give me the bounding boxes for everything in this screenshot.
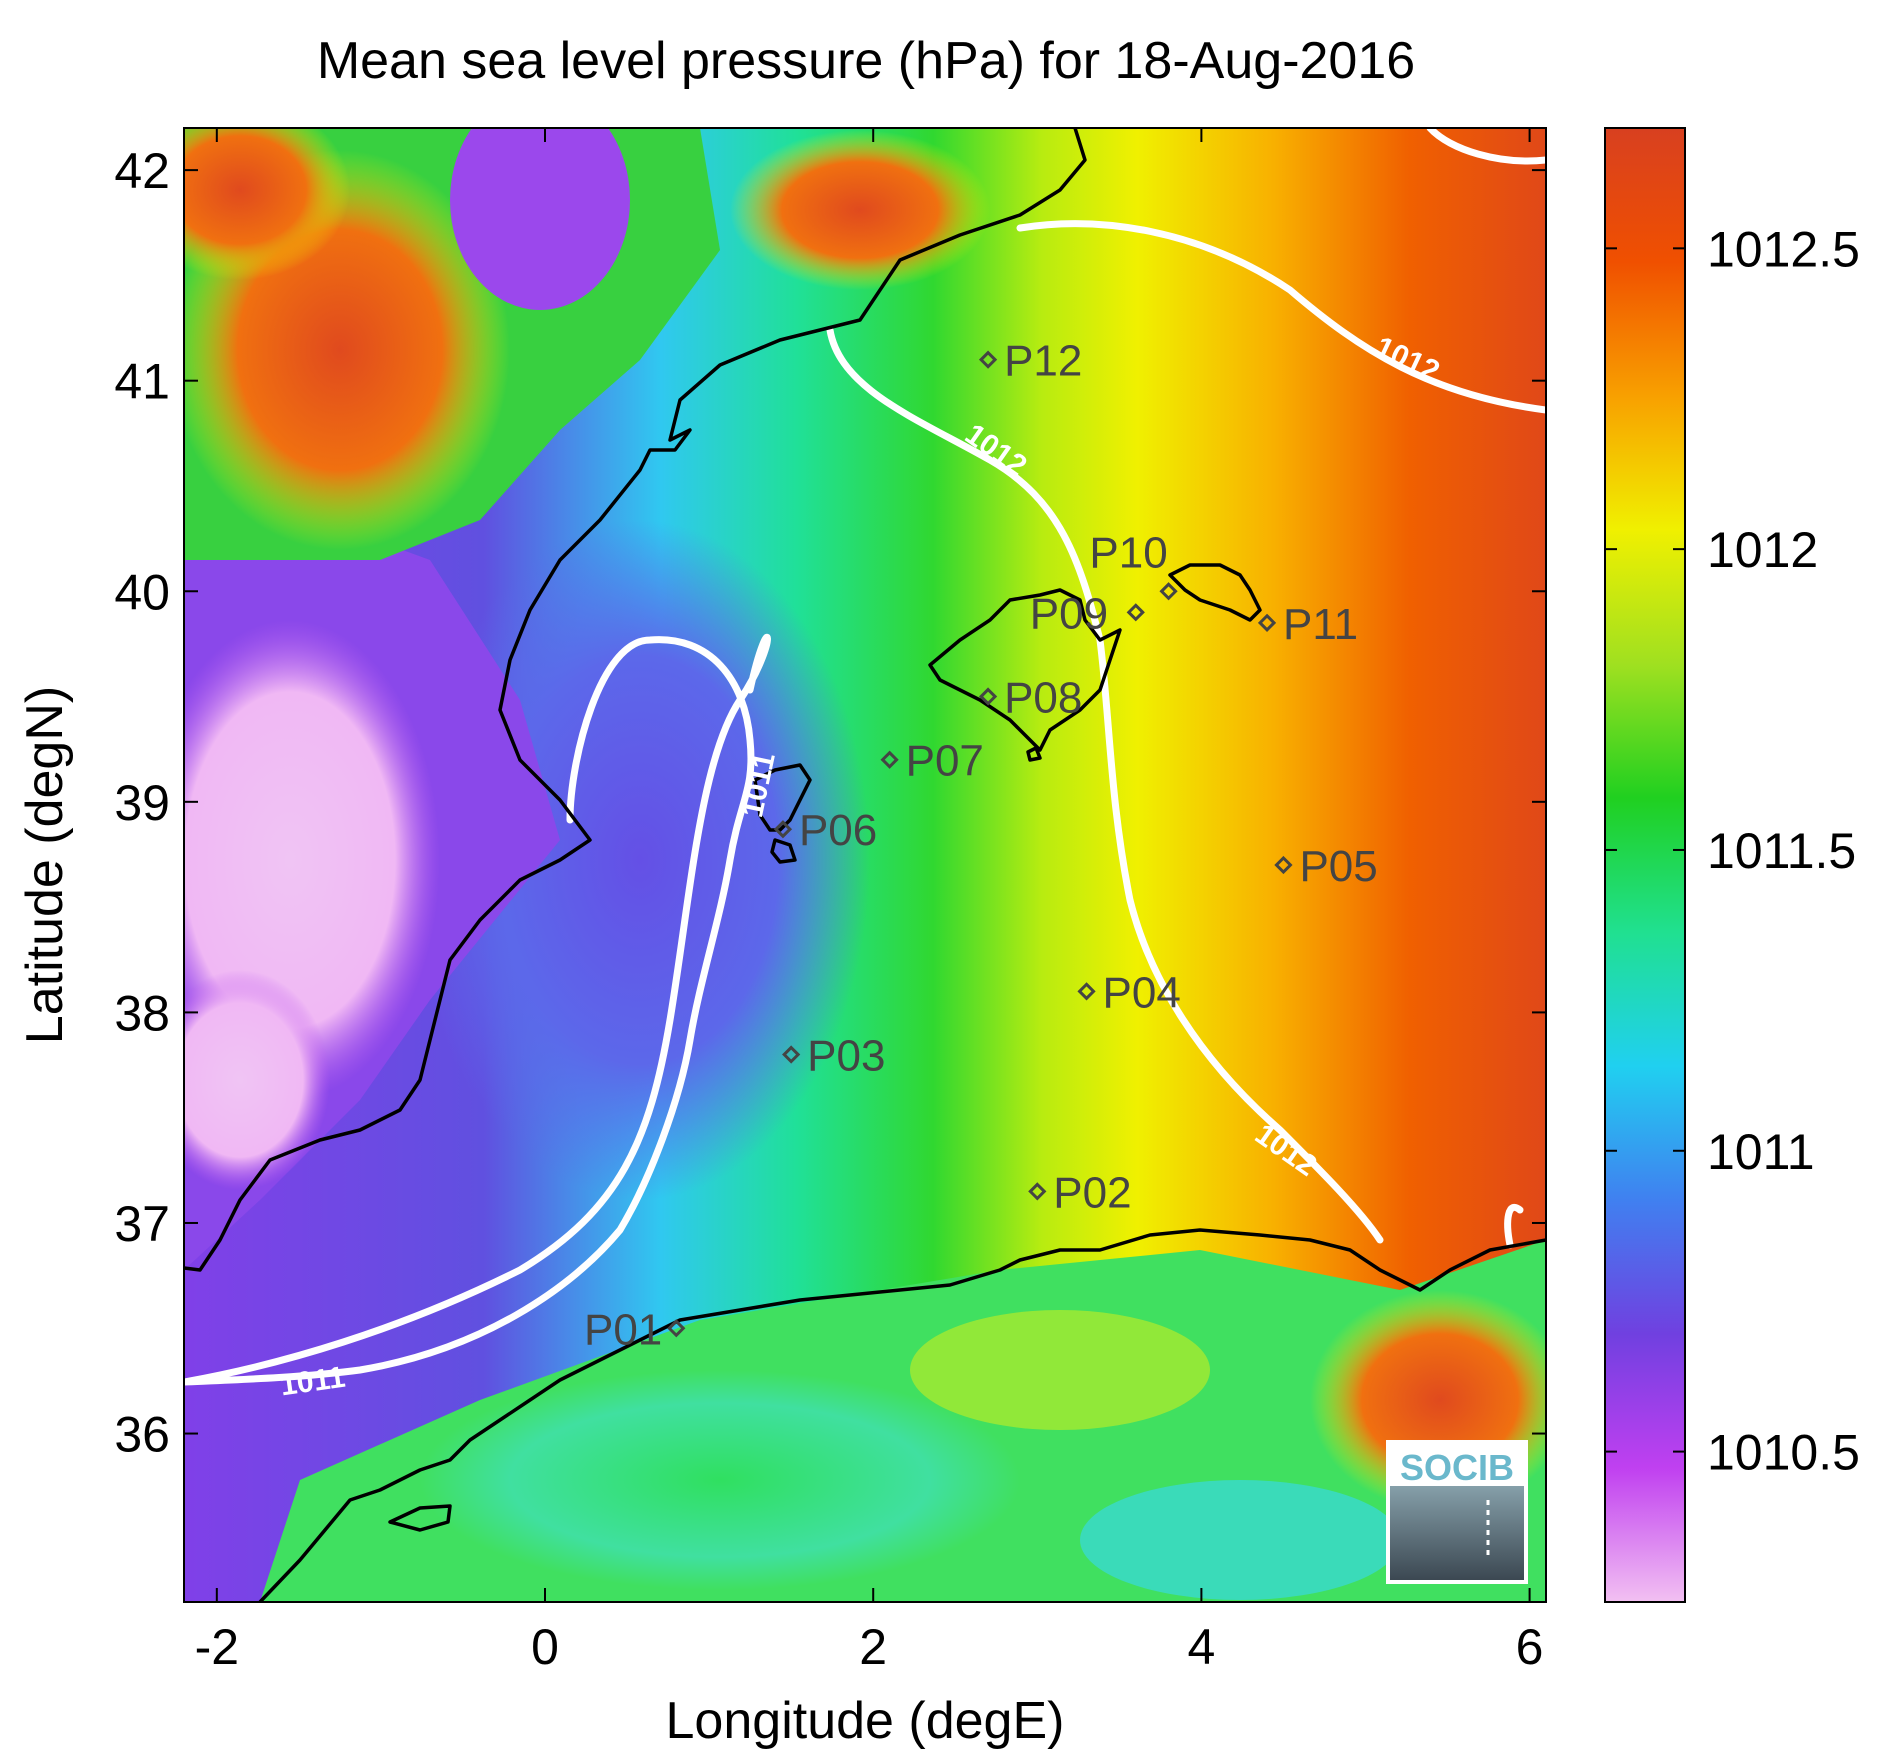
station-marker [1274,855,1293,875]
station-p11: P11 [1257,600,1358,649]
isobar-1011 [184,633,771,1386]
y-axis: 36 37 38 39 40 41 42 [114,143,1546,1463]
coastlines [184,128,1546,1602]
station-p03: P03 [782,1032,885,1081]
pressure-field [184,128,1546,1602]
station-label: P06 [799,806,877,855]
station-p12: P12 [978,337,1082,386]
chart-title: Mean sea level pressure (hPa) for 18-Aug… [317,32,1415,90]
y-tick-label: 40 [114,564,170,620]
isobar-1012-main [826,326,1384,1244]
africa-green-area [420,1370,1020,1590]
station-markers: P01 P02 P03 P04 P05 P06 P07 P08 P09 P10 P11 P12 [584,337,1378,1355]
station-p07: P07 [880,737,984,786]
colorbar-tick-label: 1011 [1707,1124,1815,1180]
x-tick-label: 4 [1187,1619,1215,1675]
station-label: P05 [1299,842,1377,891]
station-label: P11 [1283,600,1358,649]
isobar-1012-se [1504,1204,1524,1249]
station-marker [773,820,793,839]
socib-logo-text: SOCIB [1400,1447,1514,1488]
africa-yellow-area [910,1310,1210,1430]
y-tick-label: 37 [114,1196,170,1252]
y-axis-label: Latitude (degN) [16,686,74,1044]
station-marker [880,750,899,769]
station-p10: P10 [1089,528,1178,601]
station-marker [1028,1182,1047,1201]
coastline-alboran-island [388,1504,452,1532]
coastline-ibiza [753,763,812,864]
coastline-iberia [184,128,1087,1272]
station-label: P10 [1089,528,1167,577]
nw-red-area-2 [184,128,350,280]
y-tick-label: 38 [114,985,170,1041]
station-p09: P09 [1030,589,1145,638]
iberia-pink-area-2 [184,970,330,1190]
x-tick-label: -2 [195,1619,239,1675]
station-label: P04 [1103,968,1181,1017]
x-tick-label: 0 [531,1619,559,1675]
socib-logo: SOCIB [1386,1440,1528,1584]
station-marker [978,350,998,369]
isobar-1012-ne [1426,128,1546,165]
station-marker [782,1045,801,1064]
station-label: P12 [1004,337,1082,386]
station-p01: P01 [584,1305,686,1354]
station-p02: P02 [1028,1168,1132,1217]
map-area: 1011 1011 1012 1012 1012 P01P02P03P04P05… [184,128,1546,1602]
coastline-mallorca [928,588,1122,752]
station-marker [1159,582,1178,601]
station-p05: P05 [1274,842,1378,891]
station-label: P08 [1004,674,1082,723]
station-marker [978,687,998,706]
station-label: P02 [1053,1168,1131,1217]
isobar-1012-north [1016,220,1546,414]
station-marker [1126,603,1145,622]
station-p08: P08 [978,674,1082,723]
low-pressure-core [410,520,870,1200]
station-marker [1257,613,1277,632]
x-axis-label: Longitude (degE) [666,1692,1065,1750]
colorbar-tick-label: 1012 [1707,522,1818,578]
station-label: P09 [1030,589,1108,638]
station-label: P07 [906,737,984,786]
colorbar-tick-label: 1010.5 [1707,1425,1860,1481]
station-p04: P04 [1077,968,1181,1017]
coastline-menorca [1168,563,1262,622]
coastline-africa [258,1228,1546,1602]
x-tick-label: 6 [1516,1619,1544,1675]
y-tick-label: 42 [114,143,170,199]
map-frame [183,127,1547,1603]
socib-logo-textband [1390,1444,1524,1486]
station-label: P01 [584,1305,662,1354]
station-marker [667,1319,686,1338]
station-marker [1077,982,1096,1001]
colorbar-tick-label: 1012.5 [1707,221,1860,277]
colorbar-tick-label: 1011.5 [1707,823,1856,879]
n-orange-area [730,130,990,290]
x-axis: -2 0 2 4 6 [195,128,1544,1675]
n-purple-area [450,128,630,310]
isobar-lines [184,128,1546,1386]
y-tick-label: 41 [114,354,170,410]
coastline-cabrera [1026,746,1042,762]
x-tick-label: 2 [859,1619,887,1675]
station-p06: P06 [773,806,877,855]
colorbar: 1010.5 1011 1011.5 1012 1012.5 [1604,127,1860,1603]
station-label: P03 [807,1032,885,1081]
y-tick-label: 39 [114,775,170,831]
colorbar-ticks: 1010.5 1011 1011.5 1012 1012.5 [1605,221,1860,1481]
colorbar-body [1604,127,1686,1603]
africa-cyan-area [1080,1480,1400,1600]
y-tick-label: 36 [114,1407,170,1463]
